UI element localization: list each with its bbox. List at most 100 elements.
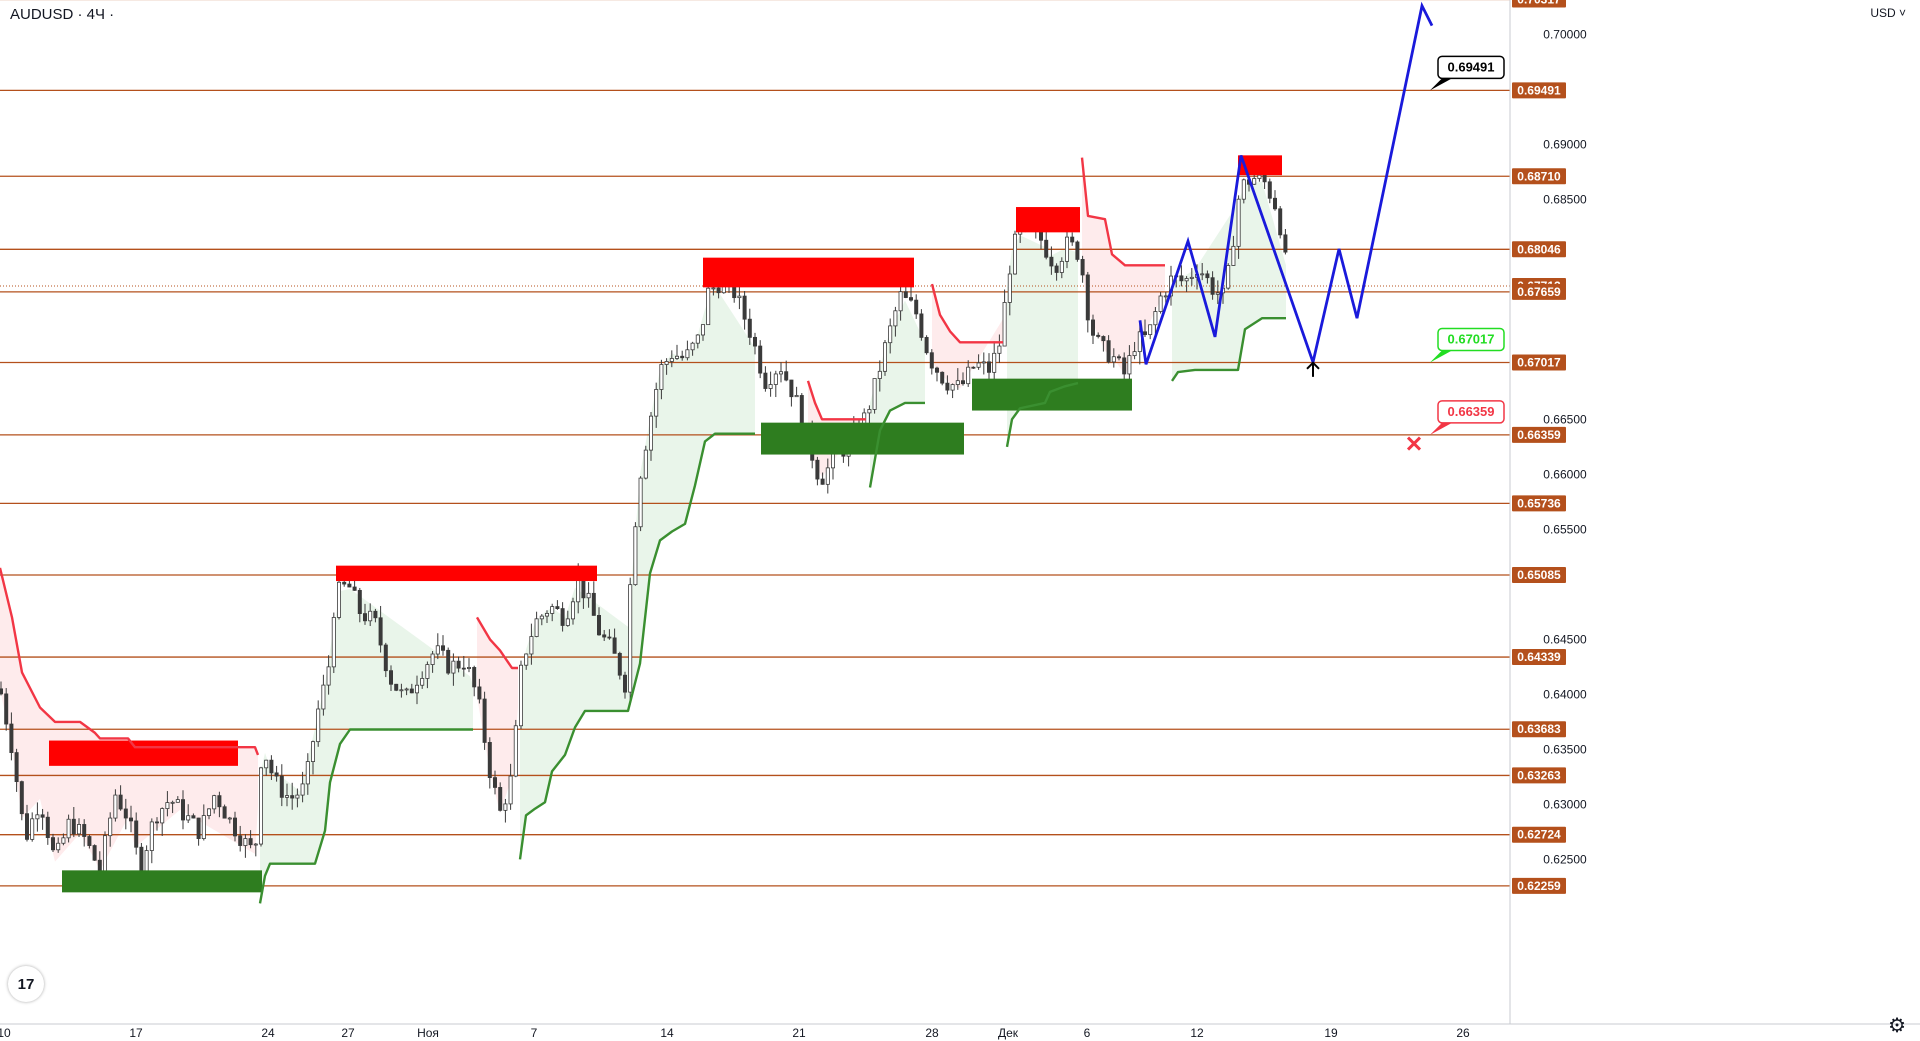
candle bbox=[9, 712, 14, 761]
candle bbox=[1148, 324, 1153, 340]
candle-body bbox=[612, 637, 617, 654]
candle bbox=[545, 610, 550, 623]
candle bbox=[1153, 307, 1158, 337]
supertrend-fill-down bbox=[1082, 157, 1165, 376]
candle bbox=[430, 650, 435, 673]
candle-body bbox=[284, 795, 289, 798]
currency-label: USD bbox=[1870, 6, 1896, 20]
candle bbox=[1106, 335, 1111, 364]
candle bbox=[1215, 280, 1220, 305]
candle-body bbox=[945, 382, 950, 391]
candle-body bbox=[571, 601, 576, 620]
candle-body bbox=[784, 371, 789, 381]
callout-label: 0.66359 bbox=[1448, 404, 1495, 419]
candle-body bbox=[19, 781, 24, 815]
candle bbox=[77, 818, 82, 838]
candle-body bbox=[898, 291, 903, 312]
candle-body bbox=[45, 816, 50, 839]
x-tick-label: 17 bbox=[129, 1026, 143, 1040]
candle-body bbox=[123, 808, 128, 819]
gear-icon[interactable]: ⚙ bbox=[1888, 1013, 1906, 1037]
level-badge-label: 0.67017 bbox=[1517, 355, 1561, 369]
candle bbox=[612, 628, 617, 654]
candle bbox=[461, 655, 466, 677]
candle-body bbox=[825, 467, 830, 485]
candle-body bbox=[472, 667, 477, 688]
candle bbox=[123, 798, 128, 830]
candle bbox=[269, 755, 274, 781]
candle bbox=[1200, 262, 1205, 281]
candle-body bbox=[924, 337, 929, 354]
level-badge-label: 0.69491 bbox=[1517, 83, 1561, 97]
candle bbox=[981, 352, 986, 375]
candle bbox=[472, 665, 477, 697]
candle bbox=[877, 360, 882, 392]
candle-body bbox=[503, 803, 508, 811]
candle bbox=[1091, 314, 1096, 344]
candle-body bbox=[56, 842, 61, 851]
price-callout: 0.69491 bbox=[1430, 55, 1505, 91]
candle bbox=[602, 629, 607, 641]
candle bbox=[649, 412, 654, 461]
candle-body bbox=[498, 787, 503, 811]
candle bbox=[1132, 341, 1137, 360]
candle-body bbox=[888, 325, 893, 344]
candle-body bbox=[305, 761, 310, 785]
symbol-label[interactable]: AUDUSD · 4Ч · bbox=[10, 6, 115, 23]
y-tick-label: 0.70000 bbox=[1543, 27, 1587, 41]
x-tick-label: Ноя bbox=[417, 1026, 439, 1040]
arrow-up-icon bbox=[1306, 361, 1320, 377]
candle-body bbox=[903, 291, 908, 298]
candle-body bbox=[737, 295, 742, 299]
callout-pointer bbox=[1430, 350, 1452, 363]
candle-body bbox=[1215, 292, 1220, 295]
candle-body bbox=[914, 299, 919, 315]
candle bbox=[1127, 345, 1132, 384]
candle-body bbox=[347, 583, 352, 588]
level-badge bbox=[1512, 82, 1566, 99]
candle-body bbox=[768, 384, 773, 389]
candle bbox=[992, 341, 997, 382]
candle bbox=[784, 360, 789, 382]
candle-body bbox=[649, 415, 654, 451]
level-badge bbox=[1512, 495, 1566, 512]
supertrend-down bbox=[930, 283, 1003, 344]
candle bbox=[82, 819, 87, 847]
candle-body bbox=[747, 318, 752, 338]
candle-body bbox=[1231, 245, 1236, 266]
candle bbox=[591, 581, 596, 616]
candle-body bbox=[378, 617, 383, 646]
candle bbox=[555, 600, 560, 610]
candle-body bbox=[789, 379, 794, 398]
candle-body bbox=[976, 362, 981, 368]
candle-body bbox=[139, 846, 144, 874]
candle-body bbox=[1205, 273, 1210, 279]
candle-body bbox=[1080, 259, 1085, 276]
candle-body bbox=[258, 767, 263, 845]
currency-selector[interactable]: USD ˅ bbox=[1870, 6, 1906, 20]
x-tick-label: 28 bbox=[925, 1026, 939, 1040]
candle-body bbox=[955, 380, 960, 385]
level-badge-label: 0.65736 bbox=[1517, 496, 1561, 510]
candle-body bbox=[388, 670, 393, 685]
candle bbox=[690, 341, 695, 356]
candle bbox=[440, 635, 445, 656]
candle bbox=[539, 614, 544, 626]
candle-body bbox=[701, 324, 706, 336]
level-badge-label: 0.64339 bbox=[1517, 650, 1561, 664]
candle-body bbox=[399, 689, 404, 692]
candle bbox=[258, 766, 263, 847]
candle-body bbox=[950, 384, 955, 391]
candle-body bbox=[909, 297, 914, 301]
candle-body bbox=[383, 644, 388, 672]
tradingview-logo[interactable]: 17 bbox=[8, 966, 44, 1002]
candle bbox=[175, 796, 180, 803]
supertrend-down bbox=[1080, 157, 1165, 267]
candle-body bbox=[1226, 265, 1231, 289]
candle bbox=[149, 818, 154, 864]
demand-zone bbox=[972, 378, 1132, 411]
candle-body bbox=[1257, 174, 1262, 179]
candle-body bbox=[1075, 241, 1080, 260]
candle-body bbox=[206, 808, 211, 816]
